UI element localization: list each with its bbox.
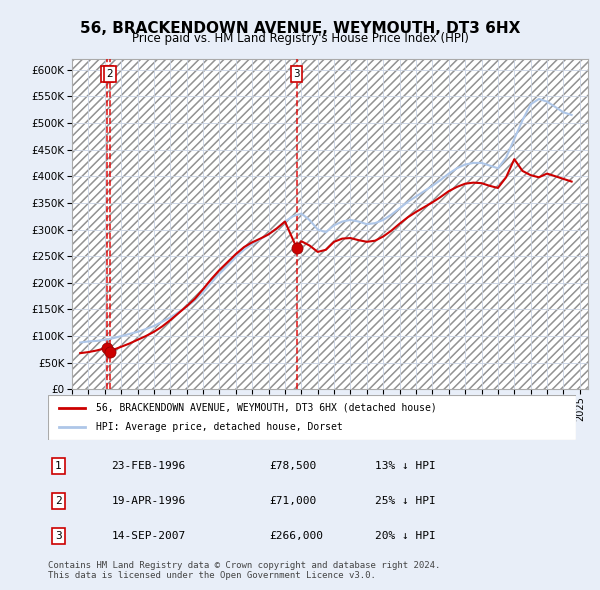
Text: 1: 1 — [104, 69, 110, 79]
Text: £78,500: £78,500 — [270, 461, 317, 471]
Text: 56, BRACKENDOWN AVENUE, WEYMOUTH, DT3 6HX: 56, BRACKENDOWN AVENUE, WEYMOUTH, DT3 6H… — [80, 21, 520, 35]
Text: Price paid vs. HM Land Registry's House Price Index (HPI): Price paid vs. HM Land Registry's House … — [131, 32, 469, 45]
Text: 2: 2 — [106, 69, 113, 79]
Text: 25% ↓ HPI: 25% ↓ HPI — [376, 496, 436, 506]
FancyBboxPatch shape — [48, 395, 576, 440]
Text: 1: 1 — [55, 461, 62, 471]
Text: HPI: Average price, detached house, Dorset: HPI: Average price, detached house, Dors… — [95, 422, 342, 432]
Text: 20% ↓ HPI: 20% ↓ HPI — [376, 531, 436, 541]
Text: 2: 2 — [55, 496, 62, 506]
Text: 56, BRACKENDOWN AVENUE, WEYMOUTH, DT3 6HX (detached house): 56, BRACKENDOWN AVENUE, WEYMOUTH, DT3 6H… — [95, 403, 436, 412]
Text: Contains HM Land Registry data © Crown copyright and database right 2024.
This d: Contains HM Land Registry data © Crown c… — [48, 561, 440, 581]
Text: 23-FEB-1996: 23-FEB-1996 — [112, 461, 185, 471]
Text: 19-APR-1996: 19-APR-1996 — [112, 496, 185, 506]
Text: 14-SEP-2007: 14-SEP-2007 — [112, 531, 185, 541]
Text: 13% ↓ HPI: 13% ↓ HPI — [376, 461, 436, 471]
Text: £266,000: £266,000 — [270, 531, 324, 541]
Text: 3: 3 — [55, 531, 62, 541]
Text: £71,000: £71,000 — [270, 496, 317, 506]
Text: 3: 3 — [293, 69, 300, 79]
